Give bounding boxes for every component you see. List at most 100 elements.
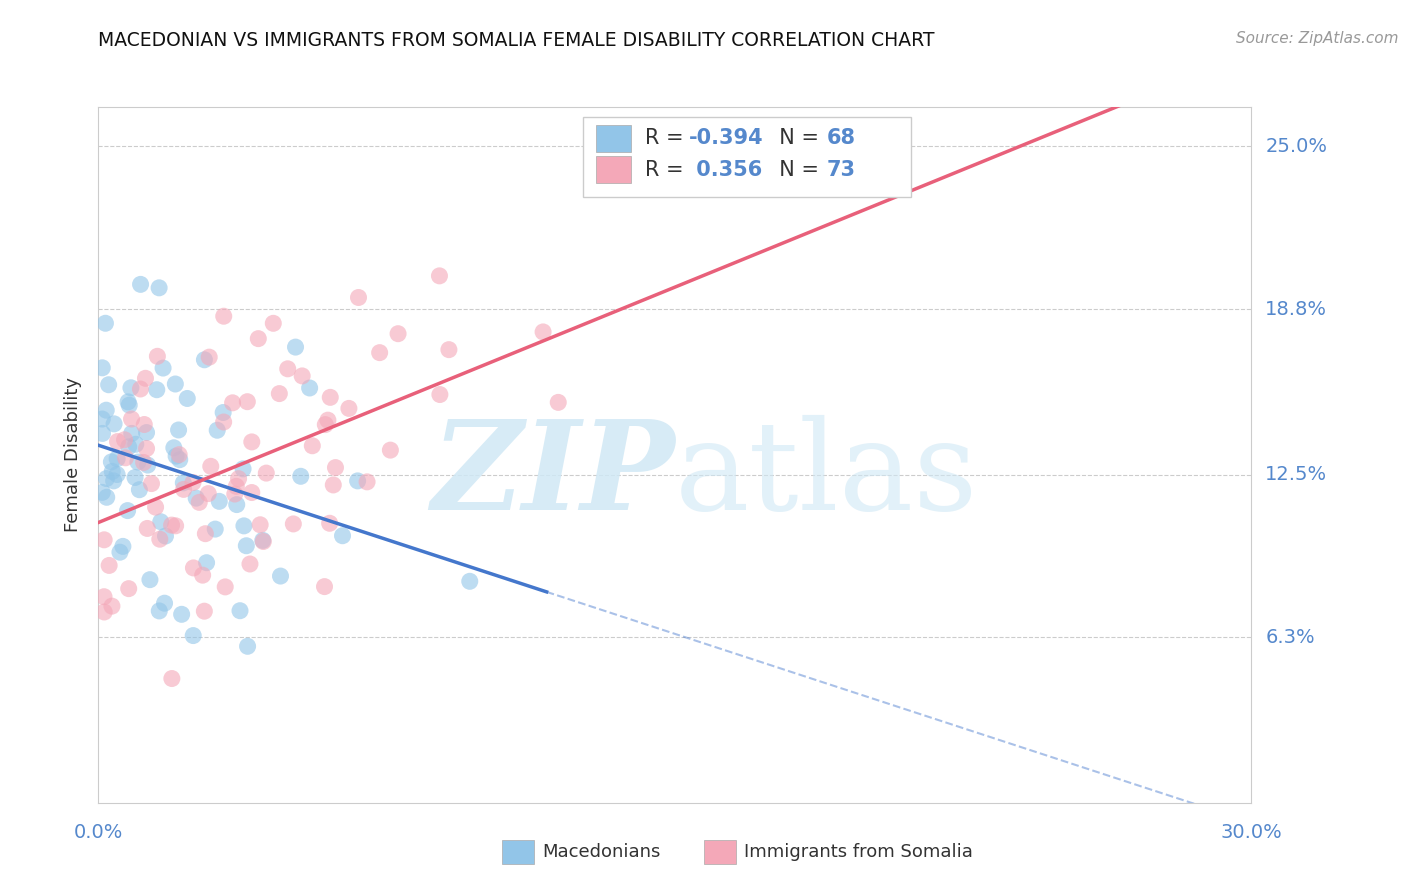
Point (346, 474, 368, 488)
Point (165, 449, 187, 463)
Point (319, 390, 342, 404)
Point (100, 455, 122, 469)
Point (225, 498, 247, 512)
Text: R =: R = (645, 160, 690, 179)
Point (121, 412, 143, 426)
Text: Immigrants from Somalia: Immigrants from Somalia (744, 843, 973, 861)
Point (93, 605, 115, 619)
Point (316, 413, 339, 427)
Point (91, 485, 114, 500)
Point (228, 472, 250, 486)
Point (314, 580, 336, 594)
Point (167, 448, 190, 462)
Point (118, 440, 141, 454)
Text: 73: 73 (827, 160, 856, 179)
Point (194, 526, 217, 541)
Text: N =: N = (766, 160, 825, 179)
Point (108, 545, 131, 559)
Point (91, 412, 114, 426)
Text: Source: ZipAtlas.com: Source: ZipAtlas.com (1236, 31, 1399, 46)
Text: 25.0%: 25.0% (1265, 137, 1327, 156)
Point (195, 556, 218, 570)
Point (235, 539, 257, 553)
Point (98, 558, 121, 573)
Text: atlas: atlas (675, 416, 979, 536)
Text: R =: R = (645, 128, 690, 148)
Point (117, 503, 139, 517)
Point (181, 475, 204, 490)
Point (94, 316, 117, 330)
Point (101, 599, 124, 614)
Point (224, 487, 246, 501)
Point (337, 401, 360, 416)
Text: -0.394: -0.394 (689, 128, 763, 148)
Point (93, 590, 115, 604)
Point (269, 386, 291, 401)
Point (212, 310, 235, 324)
Text: 0.356: 0.356 (689, 160, 762, 179)
Point (96, 403, 118, 417)
Point (129, 277, 152, 292)
Point (197, 486, 219, 500)
Point (205, 423, 228, 437)
Bar (596, 125, 631, 152)
Point (229, 604, 252, 618)
Point (149, 532, 172, 546)
Point (368, 345, 391, 359)
Point (160, 518, 183, 533)
Point (252, 533, 274, 548)
Point (212, 405, 235, 419)
FancyBboxPatch shape (582, 118, 911, 197)
Point (232, 462, 254, 476)
Point (117, 395, 139, 409)
Point (531, 325, 554, 339)
Point (135, 442, 157, 456)
Point (114, 450, 136, 465)
Point (163, 441, 186, 455)
Point (121, 426, 143, 441)
Point (172, 475, 194, 490)
Point (270, 569, 292, 583)
Point (236, 640, 259, 654)
Point (97, 377, 120, 392)
Point (155, 529, 177, 543)
Point (186, 491, 208, 505)
Point (146, 383, 169, 397)
Point (252, 534, 274, 549)
Point (176, 392, 198, 406)
Point (208, 494, 231, 508)
Point (318, 516, 340, 531)
Point (232, 519, 254, 533)
Point (165, 518, 187, 533)
Point (301, 439, 323, 453)
Point (225, 479, 247, 493)
Text: 68: 68 (827, 128, 856, 148)
Point (239, 557, 262, 571)
Text: N =: N = (766, 128, 825, 148)
Point (160, 672, 183, 686)
Point (200, 459, 222, 474)
Point (139, 573, 162, 587)
Point (167, 423, 190, 437)
Point (152, 361, 174, 376)
Point (314, 417, 336, 432)
Point (188, 495, 211, 509)
Point (124, 470, 146, 484)
Point (262, 316, 284, 330)
Point (277, 361, 299, 376)
Point (249, 517, 271, 532)
Point (290, 469, 312, 483)
Point (96, 491, 118, 505)
Point (165, 376, 187, 391)
Point (193, 352, 215, 367)
Point (322, 478, 344, 492)
Point (127, 455, 149, 469)
Point (141, 476, 163, 491)
Point (111, 540, 134, 554)
Point (101, 465, 124, 479)
Point (105, 467, 128, 482)
Point (93, 533, 115, 547)
Text: Macedonians: Macedonians (543, 843, 661, 861)
Point (146, 349, 169, 363)
Point (125, 437, 148, 451)
